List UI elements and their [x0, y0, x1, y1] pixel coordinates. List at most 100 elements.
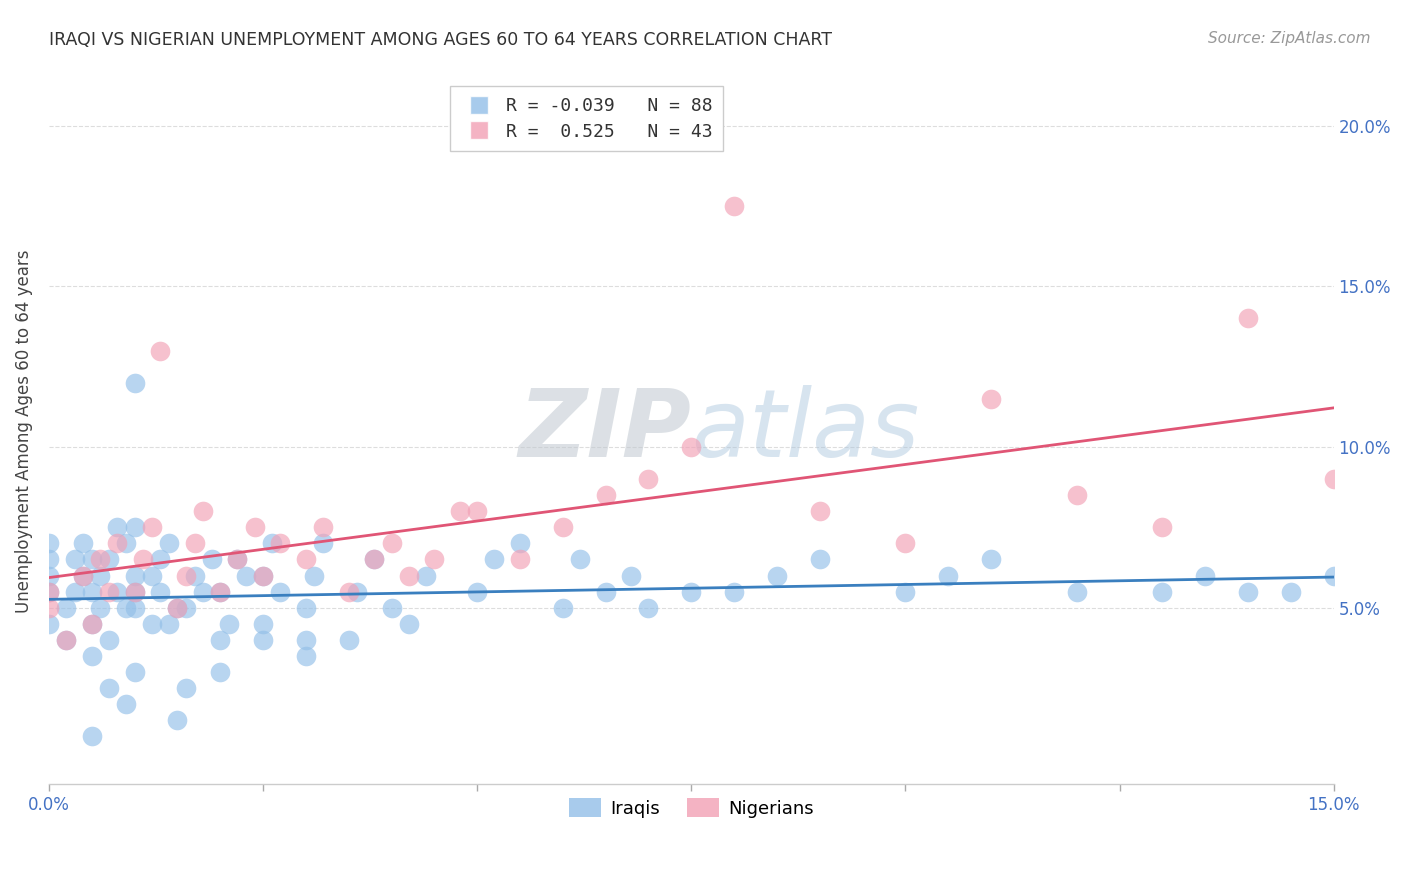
- Point: [63, 584, 86, 599]
- Point: [80, 616, 103, 631]
- Point: [235, 568, 257, 582]
- Point: [269, 536, 291, 550]
- Legend: Iraqis, Nigerians: Iraqis, Nigerians: [561, 791, 821, 825]
- Point: [157, 536, 180, 550]
- Point: [97, 632, 120, 647]
- Point: [398, 616, 420, 631]
- Point: [174, 568, 197, 582]
- Point: [681, 584, 703, 599]
- Point: [183, 536, 205, 550]
- Point: [423, 552, 446, 566]
- Point: [337, 632, 360, 647]
- Point: [568, 552, 591, 566]
- Point: [89, 600, 111, 615]
- Point: [115, 697, 138, 711]
- Point: [808, 504, 831, 518]
- Point: [312, 536, 335, 550]
- Point: [38, 536, 60, 550]
- Point: [89, 552, 111, 566]
- Point: [723, 584, 745, 599]
- Point: [551, 600, 574, 615]
- Point: [209, 584, 232, 599]
- Point: [465, 584, 488, 599]
- Point: [124, 665, 146, 679]
- Point: [1323, 568, 1346, 582]
- Point: [124, 376, 146, 390]
- Point: [166, 713, 188, 727]
- Point: [97, 552, 120, 566]
- Point: [166, 600, 188, 615]
- Point: [141, 616, 163, 631]
- Point: [1152, 584, 1174, 599]
- Point: [415, 568, 437, 582]
- Point: [337, 584, 360, 599]
- Point: [620, 568, 643, 582]
- Point: [97, 584, 120, 599]
- Point: [149, 343, 172, 358]
- Point: [141, 520, 163, 534]
- Point: [380, 536, 402, 550]
- Point: [484, 552, 506, 566]
- Point: [681, 440, 703, 454]
- Point: [166, 600, 188, 615]
- Point: [1194, 568, 1216, 582]
- Point: [89, 568, 111, 582]
- Point: [509, 552, 531, 566]
- Point: [252, 568, 274, 582]
- Point: [115, 600, 138, 615]
- Point: [80, 552, 103, 566]
- Point: [141, 568, 163, 582]
- Y-axis label: Unemployment Among Ages 60 to 64 years: Unemployment Among Ages 60 to 64 years: [15, 249, 32, 613]
- Point: [595, 584, 617, 599]
- Point: [295, 632, 318, 647]
- Point: [149, 584, 172, 599]
- Point: [174, 681, 197, 695]
- Point: [55, 600, 77, 615]
- Point: [1237, 584, 1260, 599]
- Point: [449, 504, 471, 518]
- Text: atlas: atlas: [692, 385, 920, 476]
- Point: [174, 600, 197, 615]
- Point: [980, 552, 1002, 566]
- Point: [209, 632, 232, 647]
- Text: IRAQI VS NIGERIAN UNEMPLOYMENT AMONG AGES 60 TO 64 YEARS CORRELATION CHART: IRAQI VS NIGERIAN UNEMPLOYMENT AMONG AGE…: [49, 31, 832, 49]
- Point: [38, 552, 60, 566]
- Point: [380, 600, 402, 615]
- Point: [269, 584, 291, 599]
- Text: ZIP: ZIP: [519, 385, 692, 477]
- Point: [637, 600, 659, 615]
- Point: [363, 552, 385, 566]
- Point: [723, 199, 745, 213]
- Point: [38, 600, 60, 615]
- Point: [1237, 311, 1260, 326]
- Point: [201, 552, 224, 566]
- Point: [894, 584, 917, 599]
- Point: [115, 536, 138, 550]
- Point: [980, 392, 1002, 406]
- Point: [312, 520, 335, 534]
- Point: [38, 616, 60, 631]
- Point: [260, 536, 283, 550]
- Point: [149, 552, 172, 566]
- Point: [209, 665, 232, 679]
- Point: [295, 600, 318, 615]
- Point: [38, 568, 60, 582]
- Point: [1066, 488, 1088, 502]
- Point: [894, 536, 917, 550]
- Point: [595, 488, 617, 502]
- Point: [63, 552, 86, 566]
- Point: [1152, 520, 1174, 534]
- Point: [55, 632, 77, 647]
- Point: [252, 616, 274, 631]
- Point: [363, 552, 385, 566]
- Point: [936, 568, 959, 582]
- Point: [398, 568, 420, 582]
- Point: [132, 552, 155, 566]
- Point: [80, 616, 103, 631]
- Point: [551, 520, 574, 534]
- Point: [243, 520, 266, 534]
- Point: [38, 584, 60, 599]
- Point: [124, 568, 146, 582]
- Point: [124, 600, 146, 615]
- Point: [252, 568, 274, 582]
